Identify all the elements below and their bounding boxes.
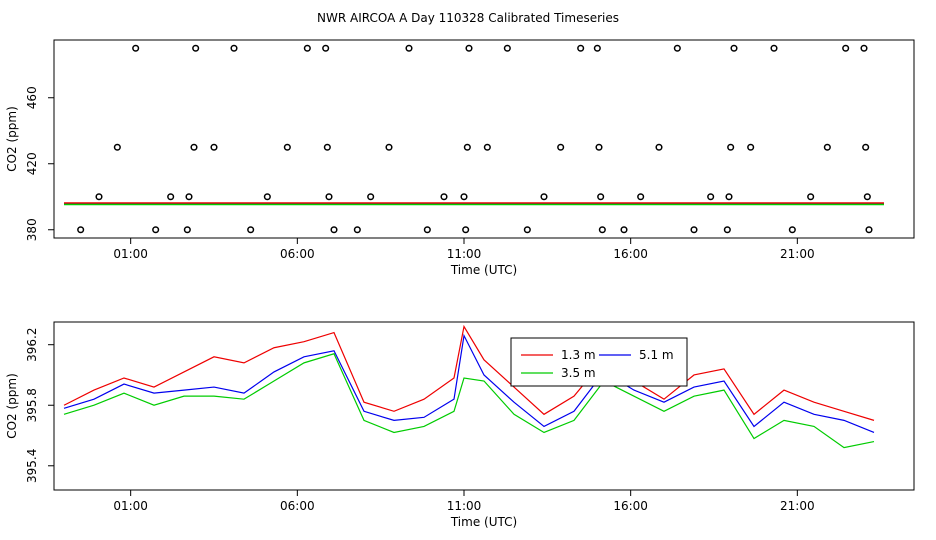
legend-label: 5.1 m [639, 348, 674, 362]
data-point [152, 226, 160, 234]
y-tick-label: 395.8 [25, 388, 39, 422]
data-point [673, 44, 681, 52]
data-point [192, 44, 200, 52]
data-point [503, 44, 511, 52]
data-point [727, 143, 735, 151]
data-point [190, 143, 198, 151]
x-tick-label: 01:00 [113, 499, 148, 513]
x-tick-label: 16:00 [613, 499, 648, 513]
data-point [185, 193, 193, 201]
data-point [303, 44, 311, 52]
data-point [263, 193, 271, 201]
data-point [690, 226, 698, 234]
plot-frame [53, 321, 915, 491]
top-panel: 01:00 06:00 11:00 16:00 21:00 380 420 460 Time (… [5, 39, 915, 277]
data-point [405, 44, 413, 52]
series-line [63, 333, 875, 434]
data-point [323, 143, 331, 151]
data-point [842, 44, 850, 52]
data-point [593, 44, 601, 52]
series-line [63, 324, 875, 421]
legend-box [510, 337, 688, 387]
y-tick-label: 395.4 [25, 449, 39, 483]
y-tick-label: 396.2 [25, 328, 39, 362]
legend-label: 1.3 m [561, 348, 596, 362]
data-point [247, 226, 255, 234]
data-point [183, 226, 191, 234]
x-tick-label: 21:00 [780, 247, 815, 261]
data-point [860, 44, 868, 52]
data-point [167, 193, 175, 201]
data-point [113, 143, 121, 151]
figure-title: NWR AIRCOA A Day 110328 Calibrated Times… [317, 11, 619, 25]
bottom-panel: 01:00 06:00 11:00 16:00 21:00 395.4 395.8 396.2… [5, 321, 915, 529]
data-point [595, 143, 603, 151]
data-point [325, 193, 333, 201]
x-tick-label: 01:00 [113, 247, 148, 261]
x-tick-label: 16:00 [613, 247, 648, 261]
data-point [465, 44, 473, 52]
x-tick-label: 21:00 [780, 499, 815, 513]
data-point [747, 143, 755, 151]
data-point [863, 193, 871, 201]
data-point [230, 44, 238, 52]
data-point [367, 193, 375, 201]
data-point [132, 44, 140, 52]
plot-frame [53, 39, 915, 239]
data-point [540, 193, 548, 201]
data-point [807, 193, 815, 201]
data-point [788, 226, 796, 234]
data-point [463, 143, 471, 151]
x-axis-label: Time (UTC) [450, 515, 517, 529]
data-point [460, 193, 468, 201]
x-tick-label: 06:00 [280, 247, 315, 261]
data-point [385, 143, 393, 151]
x-tick-label: 11:00 [447, 247, 482, 261]
x-tick-label: 06:00 [280, 499, 315, 513]
x-axis-label: Time (UTC) [450, 263, 517, 277]
data-point [330, 226, 338, 234]
data-point [725, 193, 733, 201]
data-point [637, 193, 645, 201]
data-point [770, 44, 778, 52]
data-point [283, 143, 291, 151]
data-point [557, 143, 565, 151]
y-axis-label: CO2 (ppm) [5, 106, 19, 172]
data-point [598, 226, 606, 234]
data-point [577, 44, 585, 52]
legend: 1.3 m 5.1 m 3.5 m [510, 337, 688, 387]
data-point [865, 226, 873, 234]
series-line [63, 353, 875, 449]
data-point [730, 44, 738, 52]
data-point [353, 226, 361, 234]
data-point [77, 226, 85, 234]
data-point [462, 226, 470, 234]
data-point [597, 193, 605, 201]
data-point [423, 226, 431, 234]
data-point [620, 226, 628, 234]
legend-label: 3.5 m [561, 366, 596, 380]
data-point [655, 143, 663, 151]
data-point [723, 226, 731, 234]
y-tick-label: 420 [25, 152, 39, 175]
data-point [210, 143, 218, 151]
data-point [523, 226, 531, 234]
data-point [322, 44, 330, 52]
data-point [483, 143, 491, 151]
data-point [440, 193, 448, 201]
data-point [823, 143, 831, 151]
y-axis-label: CO2 (ppm) [5, 373, 19, 439]
y-tick-label: 380 [25, 218, 39, 241]
data-point [707, 193, 715, 201]
data-point [862, 143, 870, 151]
data-point [95, 193, 103, 201]
x-tick-label: 11:00 [447, 499, 482, 513]
y-tick-label: 460 [25, 86, 39, 109]
